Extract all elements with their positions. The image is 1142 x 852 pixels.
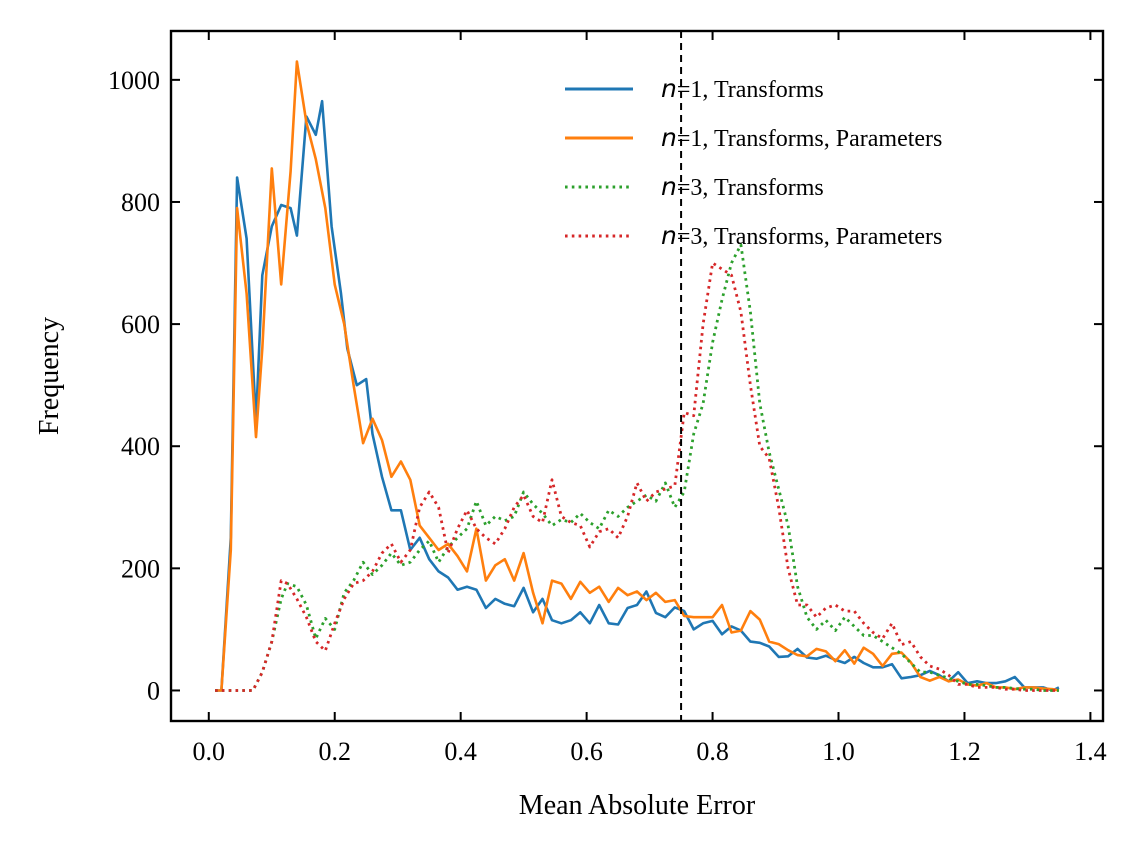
y-tick-label: 600 [121, 310, 160, 339]
legend-label-2: n=1, Transforms, Parameters [661, 123, 942, 152]
x-tick-label: 0.6 [570, 737, 603, 766]
x-tick-label: 1.4 [1074, 737, 1107, 766]
legend-label-4: n=3, Transforms, Parameters [661, 221, 942, 250]
ticks-layer: 0.0 0.2 0.4 0.6 0.8 1.0 1.2 1.4 0 200 400 600 800 100… [108, 31, 1107, 766]
y-tick-label: 400 [121, 432, 160, 461]
y-tick-label: 1000 [108, 66, 160, 95]
x-tick-label: 0.0 [193, 737, 226, 766]
x-tick-label: 0.4 [444, 737, 477, 766]
x-tick-label: 1.0 [822, 737, 855, 766]
y-tick-label: 800 [121, 188, 160, 217]
legend: n=1, Transforms n=1, Transforms, Paramete… [565, 74, 942, 250]
plot-frame [169, 29, 1105, 723]
legend-label-1: n=1, Transforms [661, 74, 824, 103]
x-tick-label: 0.2 [318, 737, 351, 766]
x-axis-title: Mean Absolute Error [519, 790, 756, 821]
x-tick-label: 1.2 [948, 737, 981, 766]
series-line-4 [215, 261, 1059, 692]
series-line-2 [215, 60, 1060, 692]
series-line-3 [215, 243, 1059, 692]
y-axis-title: Frequency [34, 317, 65, 435]
y-tick-label: 0 [147, 676, 160, 705]
legend-label-3: n=3, Transforms [661, 172, 824, 201]
series-line-1 [215, 99, 1060, 692]
y-tick-label: 200 [121, 554, 160, 583]
x-tick-label: 0.8 [696, 737, 729, 766]
series-layer [215, 60, 1060, 692]
